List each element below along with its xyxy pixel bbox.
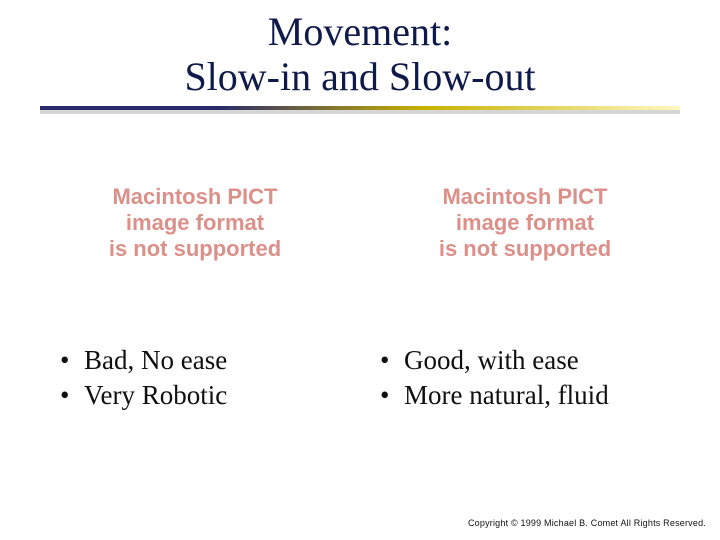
bullet-item: • Good, with ease <box>380 343 609 378</box>
title-line-1: Movement: <box>0 10 720 55</box>
bullet-text: Good, with ease <box>404 343 579 378</box>
pict-line: Macintosh PICT <box>85 184 305 210</box>
title-line-2: Slow-in and Slow-out <box>0 55 720 100</box>
bullet-text: Very Robotic <box>84 378 227 413</box>
pict-line: image format <box>85 210 305 236</box>
left-column: Macintosh PICT image format is not suppo… <box>30 154 360 413</box>
bullet-item: • Very Robotic <box>60 378 227 413</box>
slide-title: Movement: Slow-in and Slow-out <box>0 0 720 100</box>
pict-line: is not supported <box>415 236 635 262</box>
bullet-glyph: • <box>60 343 84 378</box>
bullet-item: • More natural, fluid <box>380 378 609 413</box>
left-bullets: • Bad, No ease • Very Robotic <box>30 343 227 412</box>
bullet-text: More natural, fluid <box>404 378 609 413</box>
content-area: Macintosh PICT image format is not suppo… <box>0 154 720 413</box>
copyright-notice: Copyright © 1999 Michael B. Comet All Ri… <box>468 518 706 528</box>
bullet-glyph: • <box>60 378 84 413</box>
pict-placeholder-right: Macintosh PICT image format is not suppo… <box>415 154 635 282</box>
right-bullets: • Good, with ease • More natural, fluid <box>360 343 609 412</box>
underline-shadow <box>40 110 680 114</box>
pict-line: Macintosh PICT <box>415 184 635 210</box>
pict-line: is not supported <box>85 236 305 262</box>
bullet-glyph: • <box>380 378 404 413</box>
title-underline <box>40 106 680 114</box>
slide: Movement: Slow-in and Slow-out Macintosh… <box>0 0 720 540</box>
right-column: Macintosh PICT image format is not suppo… <box>360 154 690 413</box>
bullet-text: Bad, No ease <box>84 343 227 378</box>
pict-placeholder-left: Macintosh PICT image format is not suppo… <box>85 154 305 282</box>
bullet-item: • Bad, No ease <box>60 343 227 378</box>
pict-line: image format <box>415 210 635 236</box>
bullet-glyph: • <box>380 343 404 378</box>
